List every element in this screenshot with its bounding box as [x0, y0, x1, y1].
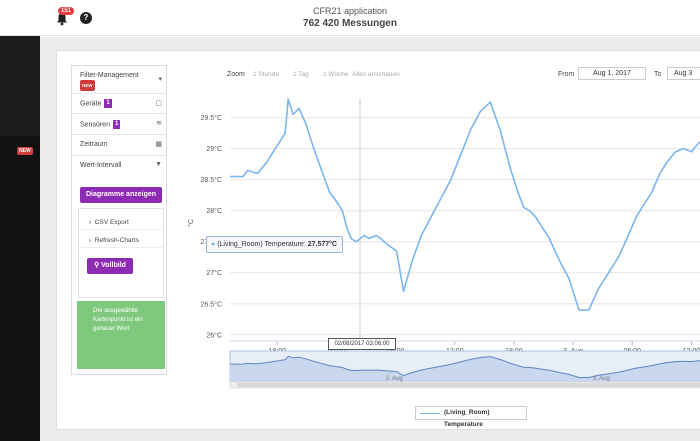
zoom-option-day[interactable]: 1 Tag: [293, 71, 309, 78]
legend-line-icon: [420, 413, 440, 414]
y-tick-label: 27°C: [206, 269, 222, 277]
y-tick-label: 29°C: [206, 145, 222, 153]
top-bar: 151 ? CFR21 application 762 420 Messunge…: [0, 0, 700, 36]
y-tick-label: 26.5°C: [201, 300, 222, 308]
from-date-input[interactable]: Aug 1, 2017: [578, 67, 646, 80]
y-tick-label: 26°C: [206, 331, 222, 339]
devices-count-badge: 1: [104, 99, 112, 108]
filter-management-row[interactable]: Filter-Management NEW ▾: [72, 66, 166, 94]
temperature-series-line: [230, 98, 700, 311]
zoom-option-hour[interactable]: 1 Stunde: [253, 71, 280, 78]
from-label: From: [558, 71, 575, 78]
value-interval-label: Wert-Intervall: [80, 162, 122, 169]
main-content: Filter-Management NEW ▾ Geräte 1 ▢ Sensor…: [40, 37, 700, 441]
filter-sensors-row[interactable]: Sensoren 1 ≋: [72, 114, 166, 135]
zoom-option-all[interactable]: Alles anschauen: [352, 71, 400, 78]
app-title: CFR21 application: [312, 6, 388, 16]
tooltip-marker-icon: ●: [211, 241, 216, 248]
y-tick-label: 28°C: [206, 207, 222, 215]
zoom-label: Zoom: [227, 71, 245, 78]
crosshair-time-label: 02/08/2017 03:06:00: [328, 338, 396, 350]
refresh-charts-label: Refresh-Charts: [94, 237, 139, 244]
y-axis-label: °C: [187, 219, 195, 227]
refresh-charts-button[interactable]: › Refresh-Charts: [79, 233, 163, 248]
sensors-count-badge: 1: [112, 120, 121, 129]
tooltip-value: 27.577°C: [307, 241, 337, 248]
chart-legend[interactable]: (Living_Room) Temperature: [415, 406, 527, 428]
navigator-area: [230, 356, 700, 382]
sidebar: NEW: [0, 36, 40, 441]
chart-actions-box: › CSV Export › Refresh-Charts ⚲ Vollbild: [78, 208, 164, 298]
calendar-icon: ▦: [155, 141, 162, 148]
rss-icon: ≋: [156, 120, 162, 127]
filter-icon: ▼: [155, 161, 162, 168]
show-charts-button[interactable]: Diagramme anzeigen: [80, 187, 162, 203]
filter-management-label: Filter-Management: [80, 72, 139, 79]
legend-series-label: (Living_Room) Temperature: [444, 409, 490, 428]
to-label: To: [654, 71, 662, 78]
time-range-label: Zeitraum: [80, 141, 108, 148]
measurement-count: 762 420 Messungen: [303, 18, 397, 29]
to-date-input[interactable]: Aug 3: [667, 67, 700, 80]
sidebar-header: [0, 36, 40, 136]
help-icon[interactable]: ?: [80, 12, 92, 24]
filter-panel: Filter-Management NEW ▾ Geräte 1 ▢ Sensor…: [71, 65, 167, 375]
fullscreen-button[interactable]: ⚲ Vollbild: [87, 258, 133, 274]
navigator-label: 2. Aug: [386, 376, 403, 382]
chevron-down-icon[interactable]: ▾: [158, 76, 162, 83]
filter-time-range-row[interactable]: Zeitraum ▦: [72, 135, 166, 156]
chart-panel: Filter-Management NEW ▾ Geräte 1 ▢ Sensor…: [56, 50, 700, 430]
camera-icon: ▢: [155, 100, 162, 107]
temperature-chart[interactable]: 29.5°C29°C28.5°C28°C27.5°C27°C26.5°C26°C…: [57, 51, 700, 431]
bell-icon[interactable]: [55, 12, 69, 26]
new-badge: NEW: [80, 80, 95, 91]
csv-export-button[interactable]: › CSV Export: [79, 215, 163, 230]
search-icon: ⚲: [94, 262, 100, 269]
notification-badge: 151: [58, 7, 75, 15]
navigator-scrollbar-thumb: [237, 383, 700, 387]
y-tick-label: 28.5°C: [201, 176, 222, 184]
sidebar-new-badge: NEW: [17, 147, 33, 155]
filter-devices-row[interactable]: Geräte 1 ▢: [72, 94, 166, 114]
info-note: Der ausgewählte Kartenpunkt ist ein gena…: [77, 301, 165, 369]
devices-label: Geräte: [80, 100, 102, 108]
chart-tooltip: ● (Living_Room) Temperature: 27.577°C: [206, 236, 343, 253]
tooltip-series: (Living_Room) Temperature:: [217, 241, 306, 248]
navigator-series-line: [230, 355, 700, 378]
filter-value-interval-row[interactable]: Wert-Intervall ▼: [72, 156, 166, 177]
zoom-option-week[interactable]: 1 Woche: [323, 71, 349, 78]
csv-export-label: CSV Export: [94, 219, 129, 226]
sensors-label: Sensoren: [80, 121, 110, 129]
chevron-right-icon: ›: [89, 219, 92, 226]
fullscreen-label: Vollbild: [101, 262, 126, 269]
chevron-right-icon: ›: [89, 237, 92, 244]
y-tick-label: 29.5°C: [201, 114, 222, 122]
navigator-label: 3. Aug: [593, 376, 610, 382]
